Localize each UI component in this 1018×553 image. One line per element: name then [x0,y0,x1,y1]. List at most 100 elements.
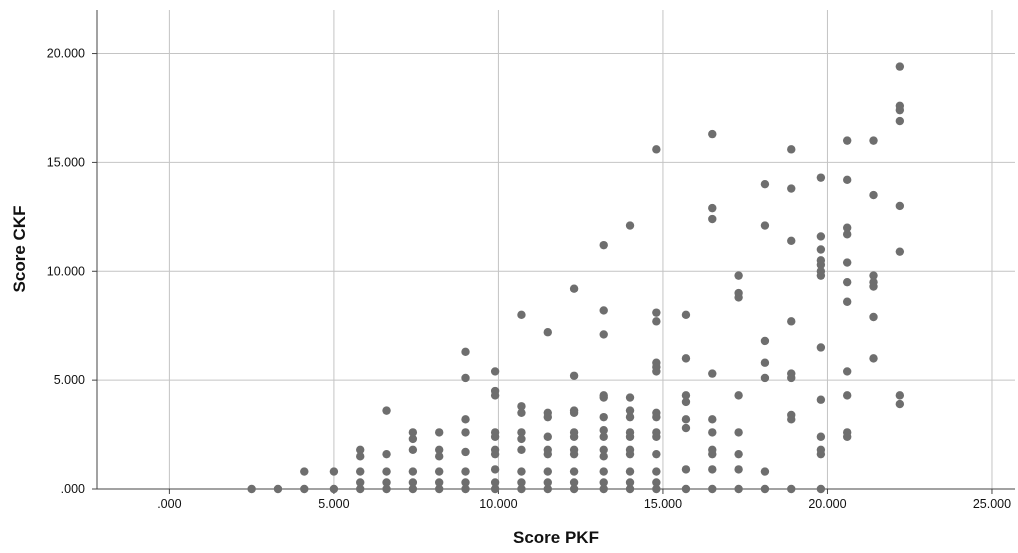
scatter-point [652,317,661,326]
scatter-point [490,465,500,474]
scatter-point [816,432,826,441]
scatter-point [543,408,552,417]
scatter-point [734,428,743,437]
scatter-point [816,232,826,241]
scatter-point [273,484,283,494]
scatter-point [599,306,608,315]
scatter-point [816,484,826,494]
scatter-point [434,428,444,437]
scatter-point [895,116,905,126]
scatter-point [842,428,852,437]
scatter-point [569,406,579,415]
scatter-point [490,367,500,376]
scatter-point [652,428,661,437]
scatter-point [708,369,717,378]
scatter-point [382,467,391,476]
scatter-point [842,175,852,185]
scatter-point [517,467,526,476]
scatter-point [599,445,608,455]
y-tick-label: 10.000 [47,264,85,278]
scatter-point [517,310,526,320]
plot-area [97,10,1015,489]
scatter-point [842,297,852,306]
scatter-point [760,467,770,476]
scatter-point [356,452,365,461]
scatter-point [787,317,796,326]
scatter-point [599,426,608,435]
scatter-point [382,449,391,459]
scatter-point [408,434,418,444]
scatter-point [816,267,826,276]
scatter-point [569,371,579,380]
scatter-point [869,271,878,280]
scatter-point [842,223,852,232]
scatter-point [434,452,444,461]
scatter-point [461,484,470,494]
scatter-point [300,467,309,476]
scatter-point [625,467,635,476]
scatter-point [490,484,500,494]
scatter-point [787,484,796,494]
scatter-point [434,484,444,494]
x-tick-label: 5.000 [318,497,349,511]
scatter-point [569,467,579,476]
scatter-point [569,428,579,437]
scatter-point [517,478,526,487]
scatter-point [543,328,552,337]
scatter-point [569,284,579,293]
scatter-point [760,358,770,367]
scatter-point [708,203,717,213]
scatter-point [461,415,470,424]
scatter-point [569,484,579,494]
scatter-point [434,478,444,487]
scatter-point [734,271,743,280]
y-tick-label: .000 [61,482,85,496]
scatter-point [599,452,608,461]
y-tick-label: 15.000 [47,155,85,169]
scatter-point [517,445,526,455]
scatter-point [356,467,365,476]
scatter-point [569,445,579,455]
scatter-point [356,445,365,455]
scatter-point [599,240,608,250]
tick-marks: .000 5.000 10.000 15.000 20.000 25.000 .000 5.0… [47,47,1011,511]
scatter-point [869,312,878,322]
scatter-point [895,391,905,400]
scatter-point [461,373,470,383]
scatter-point [543,432,552,441]
scatter-point [543,478,552,487]
scatter-point [625,412,635,422]
grid-lines [97,10,1015,489]
scatter-point [734,465,743,474]
scatter-point [708,428,717,437]
data-points [247,62,905,494]
scatter-point [787,410,796,420]
scatter-point [569,478,579,487]
scatter-point [461,347,470,357]
scatter-point [708,415,717,424]
scatter-point [681,465,691,474]
scatter-point [787,145,796,154]
scatter-point [816,256,826,265]
scatter-point [895,201,905,211]
x-tick-label: 25.000 [973,497,1011,511]
scatter-point [461,478,470,487]
scatter-point [434,467,444,476]
scatter-point [652,467,661,476]
scatter-point [869,354,878,363]
scatter-point [408,484,418,494]
scatter-point [408,467,418,476]
scatter-point [599,478,608,487]
scatter-point [599,330,608,339]
scatter-point [599,412,608,422]
scatter-point [816,245,826,254]
scatter-point [842,367,852,376]
scatter-point [490,445,500,455]
scatter-point [734,449,743,459]
scatter-point [625,221,635,230]
scatter-point [842,391,852,400]
y-tick-label: 5.000 [54,373,85,387]
scatter-point [681,423,691,433]
scatter-point [490,478,500,487]
